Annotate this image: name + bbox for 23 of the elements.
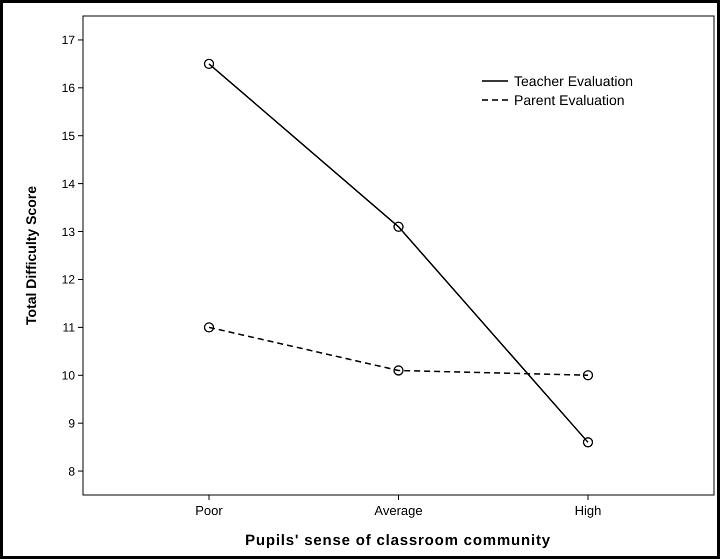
y-tick-label: 10: [62, 368, 76, 382]
point: [393, 365, 404, 376]
legend-label: Parent Evaluation: [514, 92, 625, 108]
x-tick-label: High: [574, 503, 602, 518]
y-tick-label: 16: [62, 81, 76, 96]
y-tick-label: 9: [68, 416, 76, 430]
point: [204, 58, 214, 70]
legend-label: Teacher Evaluation: [514, 72, 634, 89]
y-tick-label: 15: [62, 128, 76, 143]
y-tick-label: 8: [68, 464, 76, 478]
point: [393, 222, 404, 232]
point: [204, 322, 214, 332]
y-tick-label: 12: [62, 272, 76, 287]
x-tick-label: Poor: [195, 503, 224, 518]
y-tick-label: 11: [62, 320, 76, 335]
y-tick-label: 17: [62, 33, 76, 48]
point: [582, 370, 594, 380]
x-axis-title: Pupils' sense of classroom community: [245, 532, 551, 549]
y-tick-label: 14: [62, 176, 76, 191]
x-tick-label: Average: [374, 503, 423, 518]
y-tick-label: 13: [62, 224, 76, 239]
y-axis-title: Total Difficulty Score: [23, 186, 39, 325]
point: [582, 437, 594, 448]
